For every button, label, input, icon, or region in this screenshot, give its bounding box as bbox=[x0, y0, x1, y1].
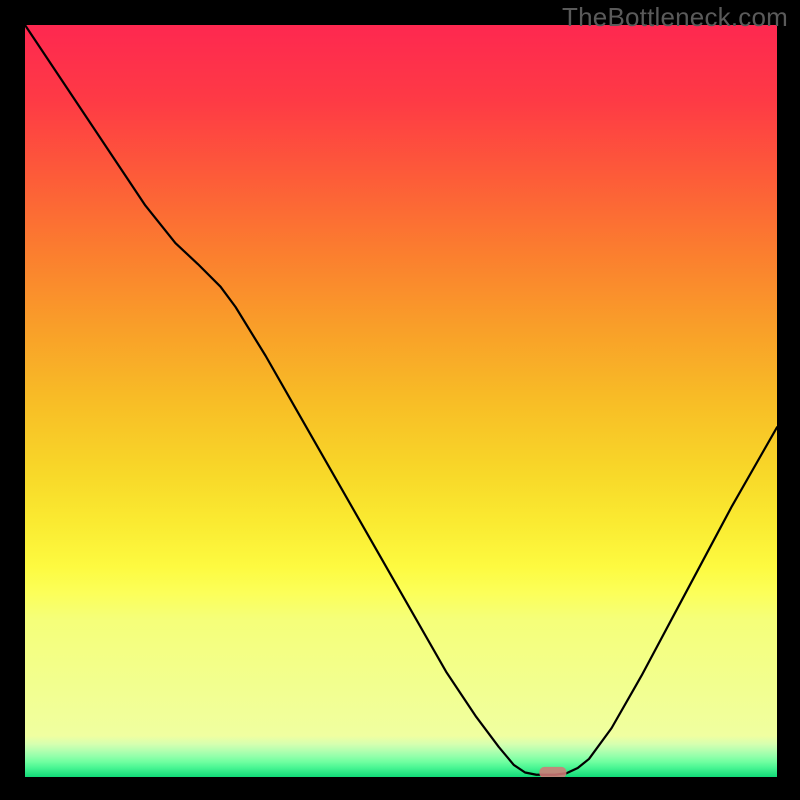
plot-svg bbox=[25, 25, 777, 777]
plot-area bbox=[25, 25, 777, 777]
watermark-text: TheBottleneck.com bbox=[562, 2, 788, 33]
chart-frame: TheBottleneck.com bbox=[0, 0, 800, 800]
gradient-background bbox=[25, 25, 777, 777]
optimal-point-marker bbox=[539, 767, 566, 777]
